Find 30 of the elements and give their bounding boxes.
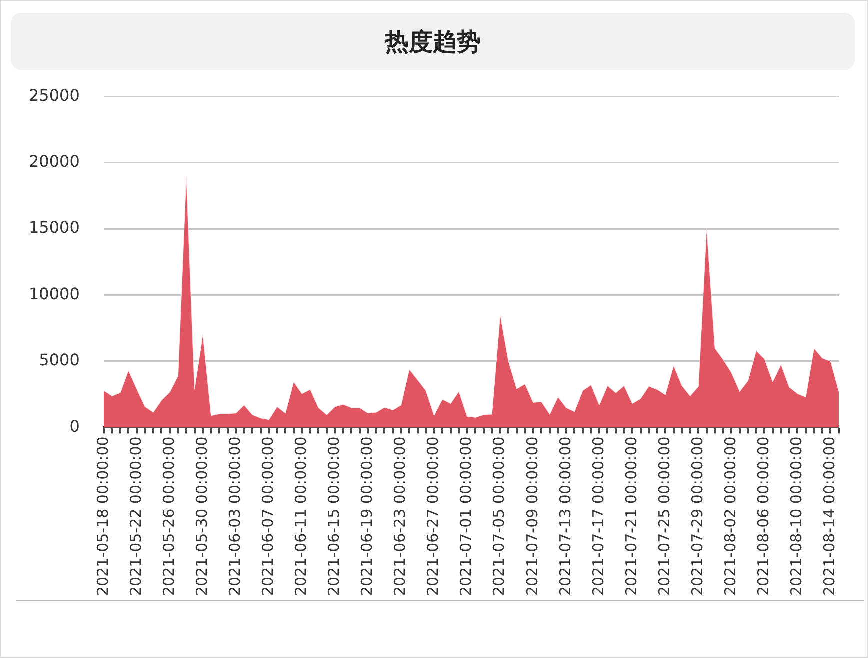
y-tick-label: 10000 xyxy=(28,284,80,304)
x-tick-label: 2021-08-02 00:00:00 xyxy=(722,436,740,596)
x-tick-label: 2021-07-17 00:00:00 xyxy=(589,436,608,596)
y-tick-label: 5000 xyxy=(39,350,80,370)
x-tick-label: 2021-06-03 00:00:00 xyxy=(226,436,244,596)
y-tick-label: 15000 xyxy=(28,218,80,238)
x-tick-label: 2021-06-11 00:00:00 xyxy=(292,436,310,596)
x-tick-label: 2021-07-05 00:00:00 xyxy=(490,436,508,596)
x-tick-label: 2021-07-13 00:00:00 xyxy=(556,436,574,596)
x-tick-label: 2021-06-15 00:00:00 xyxy=(325,436,344,596)
y-tick-label: 0 xyxy=(70,416,80,436)
x-tick-label: 2021-05-22 00:00:00 xyxy=(126,436,145,596)
x-tick-label: 2021-06-19 00:00:00 xyxy=(358,436,376,596)
x-tick-label: 2021-08-06 00:00:00 xyxy=(754,436,773,596)
x-tick-label: 2021-07-21 00:00:00 xyxy=(622,436,640,596)
x-tick-label: 2021-06-27 00:00:00 xyxy=(424,436,442,596)
x-tick-label: 2021-08-10 00:00:00 xyxy=(788,436,806,596)
x-tick-label: 2021-06-23 00:00:00 xyxy=(391,436,410,596)
y-tick-label: 20000 xyxy=(28,152,80,171)
x-tick-label: 2021-07-01 00:00:00 xyxy=(457,436,476,596)
x-tick-label: 2021-05-18 00:00:00 xyxy=(94,436,112,596)
x-tick-label: 2021-07-29 00:00:00 xyxy=(688,436,706,596)
x-tick-label: 2021-08-14 00:00:00 xyxy=(820,436,839,596)
y-tick-label: 25000 xyxy=(28,86,80,105)
x-tick-label: 2021-07-09 00:00:00 xyxy=(523,436,542,596)
x-tick-label: 2021-06-07 00:00:00 xyxy=(258,436,277,596)
chart-title: 热度趋势 xyxy=(11,13,855,70)
x-tick-label: 2021-05-30 00:00:00 xyxy=(192,436,211,596)
x-tick-label: 2021-07-25 00:00:00 xyxy=(655,436,674,596)
x-tick-label: 2021-05-26 00:00:00 xyxy=(160,436,178,596)
